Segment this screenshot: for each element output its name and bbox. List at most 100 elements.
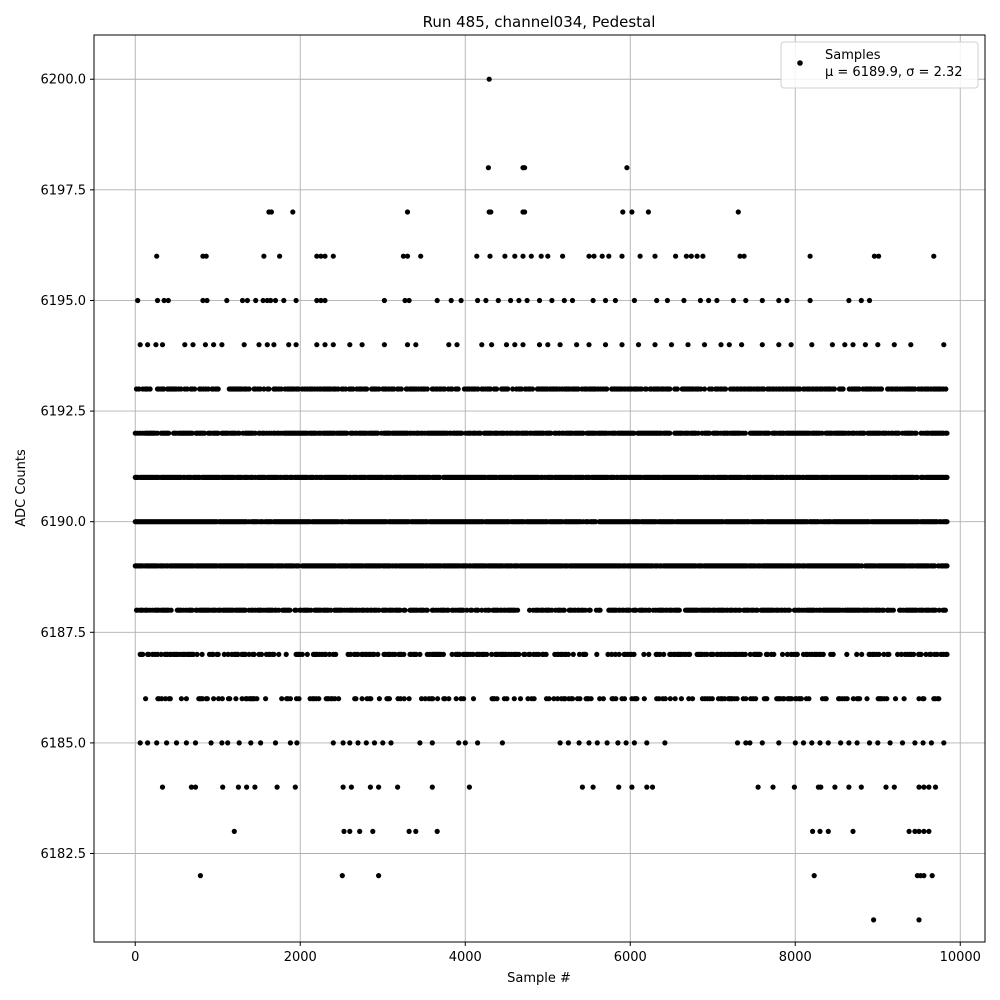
- data-point: [168, 607, 174, 613]
- data-point: [753, 696, 759, 702]
- data-point: [809, 342, 815, 348]
- data-point: [779, 651, 786, 658]
- data-point: [225, 740, 231, 746]
- data-point: [470, 651, 476, 658]
- data-point: [466, 784, 472, 790]
- data-point: [397, 607, 403, 613]
- data-point: [202, 342, 208, 348]
- data-point: [757, 651, 763, 658]
- data-point: [646, 651, 652, 658]
- x-tick-label: 0: [131, 950, 139, 965]
- data-point: [652, 342, 658, 348]
- data-point: [842, 342, 848, 348]
- data-point: [854, 740, 860, 746]
- data-point: [244, 784, 250, 790]
- data-point: [934, 651, 940, 658]
- data-point: [810, 828, 816, 835]
- y-tick-label: 6192.5: [41, 405, 87, 420]
- data-point: [850, 696, 857, 702]
- data-point: [154, 297, 161, 304]
- data-point: [504, 696, 510, 702]
- data-point: [215, 430, 221, 436]
- data-point: [644, 740, 650, 746]
- data-point: [701, 386, 708, 392]
- data-point: [236, 740, 242, 746]
- data-point: [241, 342, 247, 348]
- data-point: [858, 297, 864, 304]
- data-point: [199, 651, 205, 658]
- data-point: [701, 342, 708, 348]
- data-point: [159, 784, 166, 790]
- data-point: [520, 342, 526, 348]
- data-point: [920, 740, 926, 746]
- data-point: [565, 651, 572, 658]
- data-point: [453, 696, 459, 702]
- data-point: [726, 342, 732, 348]
- data-point: [370, 828, 376, 835]
- data-point: [880, 607, 887, 613]
- data-point: [161, 297, 167, 304]
- data-point: [190, 651, 196, 658]
- data-point: [609, 651, 615, 658]
- data-point: [242, 607, 248, 613]
- data-point: [279, 696, 285, 702]
- data-point: [400, 253, 406, 259]
- data-point: [194, 651, 200, 658]
- data-point: [895, 651, 901, 658]
- data-point: [145, 740, 151, 746]
- data-point: [643, 386, 649, 392]
- data-point: [765, 651, 771, 658]
- data-point: [347, 740, 353, 746]
- data-point: [318, 253, 324, 259]
- data-point: [154, 651, 161, 658]
- data-point: [494, 386, 500, 392]
- data-point: [871, 253, 878, 259]
- data-point: [941, 342, 947, 348]
- data-point: [340, 740, 346, 746]
- data-point: [876, 253, 882, 259]
- data-point: [430, 696, 436, 702]
- data-point: [766, 430, 772, 436]
- x-axis-label: Sample #: [507, 971, 571, 986]
- data-point: [846, 784, 852, 790]
- data-point: [623, 740, 629, 746]
- data-point: [798, 696, 805, 702]
- data-point: [678, 696, 685, 702]
- data-point: [429, 784, 435, 790]
- data-point: [531, 696, 537, 702]
- data-point: [854, 651, 860, 658]
- data-point: [627, 607, 633, 613]
- data-point: [916, 696, 922, 702]
- data-point: [367, 784, 373, 790]
- data-point: [579, 784, 586, 790]
- data-point: [634, 696, 640, 702]
- data-point: [286, 342, 292, 348]
- data-point: [562, 696, 568, 702]
- data-point: [242, 651, 248, 658]
- data-point: [817, 740, 823, 746]
- data-point: [791, 784, 798, 790]
- data-point: [348, 784, 354, 790]
- data-point: [928, 740, 935, 746]
- data-point: [219, 740, 225, 746]
- data-point: [901, 696, 907, 702]
- data-point: [197, 873, 203, 879]
- data-point: [518, 386, 525, 392]
- data-point: [199, 696, 206, 702]
- data-point: [515, 607, 521, 613]
- data-point: [631, 651, 637, 658]
- data-point: [914, 474, 921, 480]
- data-point: [167, 696, 173, 702]
- data-point: [456, 740, 462, 746]
- data-point: [381, 297, 387, 304]
- data-point: [819, 430, 825, 436]
- data-point: [246, 651, 252, 658]
- data-point: [527, 607, 533, 613]
- data-point: [543, 651, 549, 658]
- data-point: [293, 297, 299, 304]
- data-point: [831, 386, 838, 392]
- data-point: [522, 651, 528, 658]
- data-point: [424, 607, 430, 613]
- data-point: [662, 740, 668, 746]
- data-point: [166, 430, 172, 436]
